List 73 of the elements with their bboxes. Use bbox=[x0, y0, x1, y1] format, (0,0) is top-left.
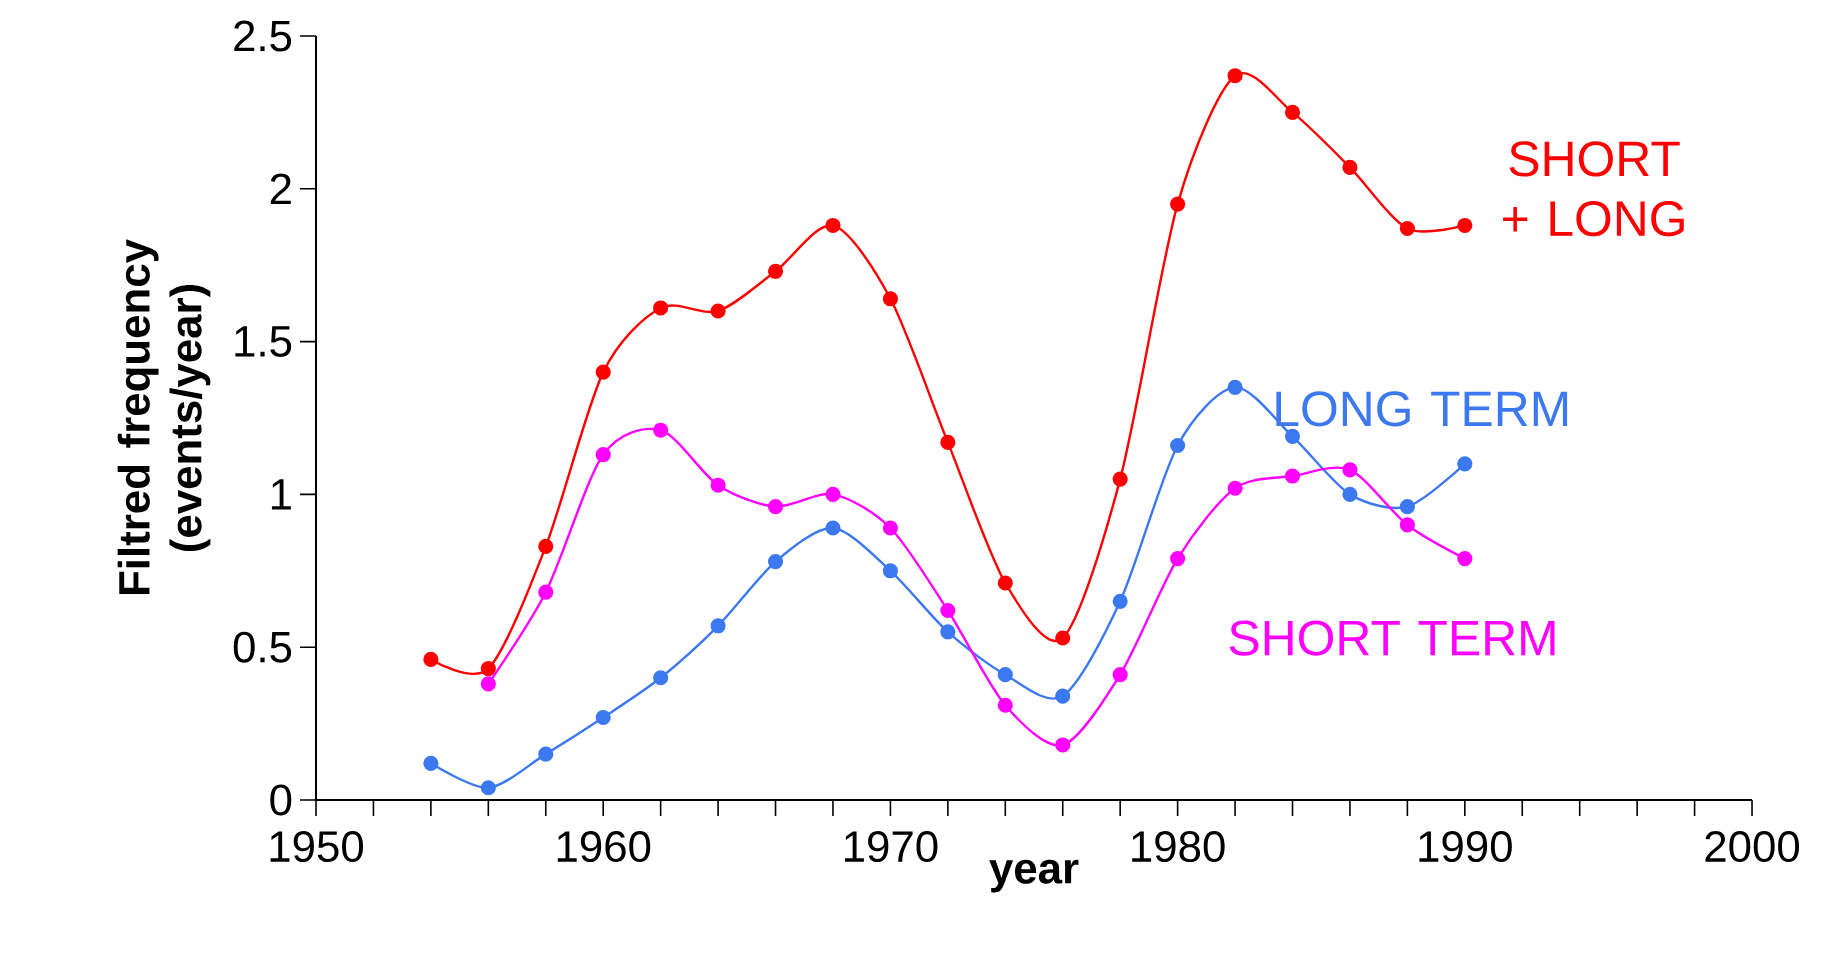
point bbox=[1112, 471, 1128, 487]
point bbox=[1284, 104, 1301, 120]
point bbox=[940, 602, 956, 619]
point bbox=[997, 575, 1013, 591]
point bbox=[595, 447, 611, 463]
point bbox=[595, 709, 611, 726]
point bbox=[767, 263, 784, 279]
point bbox=[1399, 517, 1415, 533]
point bbox=[1055, 688, 1071, 704]
point bbox=[1342, 486, 1358, 502]
point bbox=[825, 217, 841, 234]
point bbox=[1170, 437, 1186, 454]
point bbox=[653, 300, 669, 316]
point bbox=[825, 520, 841, 536]
point bbox=[480, 676, 496, 692]
point bbox=[480, 780, 496, 796]
y-axis-title: Filtred frequency (events/year) bbox=[117, 239, 211, 595]
point bbox=[538, 746, 554, 762]
point bbox=[423, 755, 439, 771]
point bbox=[882, 563, 898, 579]
point bbox=[1457, 217, 1473, 234]
point bbox=[1399, 499, 1415, 515]
x-axis-title: year bbox=[989, 859, 1079, 893]
point bbox=[653, 422, 669, 438]
point bbox=[538, 538, 554, 554]
point bbox=[1457, 456, 1473, 472]
point bbox=[1227, 379, 1243, 395]
point bbox=[1284, 428, 1301, 444]
x-tick-label: 1950 bbox=[270, 831, 364, 863]
point bbox=[1284, 468, 1301, 484]
point bbox=[882, 291, 898, 307]
point bbox=[1399, 220, 1415, 237]
point bbox=[882, 520, 898, 536]
x-tick-label: 1970 bbox=[845, 831, 938, 863]
point bbox=[997, 667, 1013, 683]
x-tick-label: 1960 bbox=[557, 831, 651, 863]
x-tick-label: 1990 bbox=[1419, 831, 1512, 863]
point bbox=[538, 584, 554, 600]
point bbox=[1055, 630, 1071, 646]
y-tick-label: 1.5 bbox=[235, 326, 292, 357]
point bbox=[1112, 667, 1128, 683]
point bbox=[710, 477, 726, 493]
series-label: LONG TERM bbox=[1276, 391, 1568, 427]
point bbox=[767, 499, 784, 515]
point bbox=[1227, 480, 1243, 496]
point bbox=[1342, 462, 1358, 478]
series-label: SHORT TERM bbox=[1229, 620, 1555, 656]
point bbox=[710, 303, 726, 319]
y-tick-label: 1 bbox=[271, 479, 291, 510]
series-label: SHORT + LONG bbox=[1503, 141, 1684, 237]
point bbox=[1055, 737, 1071, 753]
point bbox=[480, 661, 496, 677]
point bbox=[940, 624, 956, 640]
y-tick-label: 0 bbox=[270, 784, 292, 816]
point bbox=[710, 618, 726, 634]
point bbox=[1227, 68, 1243, 84]
point bbox=[940, 434, 956, 451]
point bbox=[1170, 550, 1186, 567]
point bbox=[767, 554, 784, 570]
point bbox=[653, 670, 669, 686]
point bbox=[1170, 196, 1186, 212]
point bbox=[997, 697, 1013, 713]
x-tick-label: 2000 bbox=[1705, 831, 1800, 863]
point bbox=[1112, 593, 1128, 609]
y-tick-label: 2 bbox=[270, 173, 291, 205]
point bbox=[1342, 159, 1358, 175]
x-tick-label: 1980 bbox=[1132, 831, 1225, 863]
y-tick-label: 2.5 bbox=[234, 20, 292, 52]
point bbox=[825, 486, 841, 502]
y-tick-label: 0.5 bbox=[233, 631, 292, 663]
point bbox=[423, 651, 439, 667]
point bbox=[595, 364, 611, 380]
point bbox=[1457, 550, 1473, 567]
